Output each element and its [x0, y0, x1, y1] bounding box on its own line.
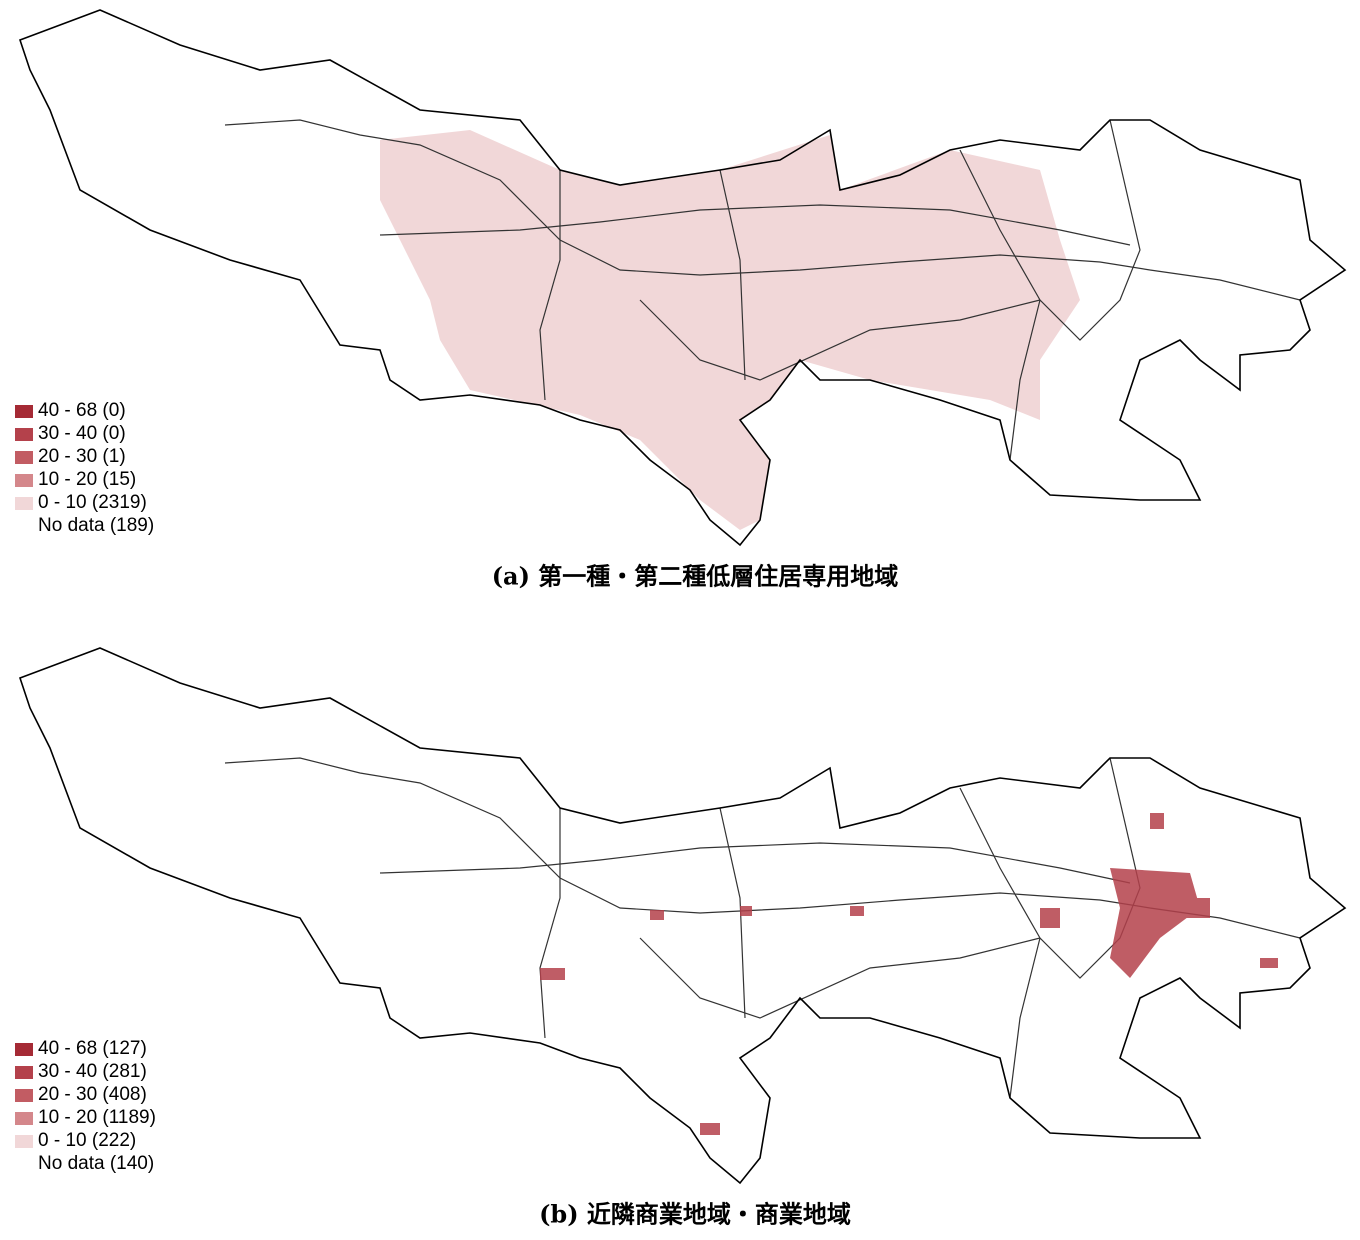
- legend-label: 0 - 10 (222): [38, 1130, 136, 1151]
- legend-swatch: [15, 497, 33, 510]
- legend-label: 40 - 68 (0): [38, 400, 126, 421]
- legend-swatch: [15, 1135, 33, 1148]
- legend-swatch: [15, 428, 33, 441]
- caption: (b) 近隣商業地域・商業地域: [539, 1200, 851, 1229]
- legend-label: 0 - 10 (2319): [38, 492, 147, 513]
- legend-swatch: [15, 1112, 33, 1125]
- legend-label: 20 - 30 (1): [38, 446, 126, 467]
- legend-label: 40 - 68 (127): [38, 1038, 147, 1059]
- zone-area: [380, 130, 1080, 530]
- caption: (a) 第一種・第二種低層住居専用地域: [492, 562, 899, 591]
- legend-swatch: [15, 474, 33, 487]
- legend-label: No data (189): [38, 515, 154, 536]
- legend-label: 10 - 20 (15): [38, 469, 136, 490]
- legend-label: No data (140): [38, 1153, 154, 1174]
- legend-swatch: [15, 1066, 33, 1079]
- legend-swatch: [15, 1043, 33, 1056]
- legend-swatch: [15, 1089, 33, 1102]
- legend-label: 20 - 30 (408): [38, 1084, 147, 1105]
- map-b: [19, 647, 1346, 1184]
- legend-label: 30 - 40 (281): [38, 1061, 147, 1082]
- legend-label: 10 - 20 (1189): [38, 1107, 156, 1128]
- legend-swatch: [15, 405, 33, 418]
- legend-label: 30 - 40 (0): [38, 423, 126, 444]
- map-a: [19, 9, 1346, 546]
- zone-area: [540, 813, 1278, 1135]
- legend-swatch: [15, 451, 33, 464]
